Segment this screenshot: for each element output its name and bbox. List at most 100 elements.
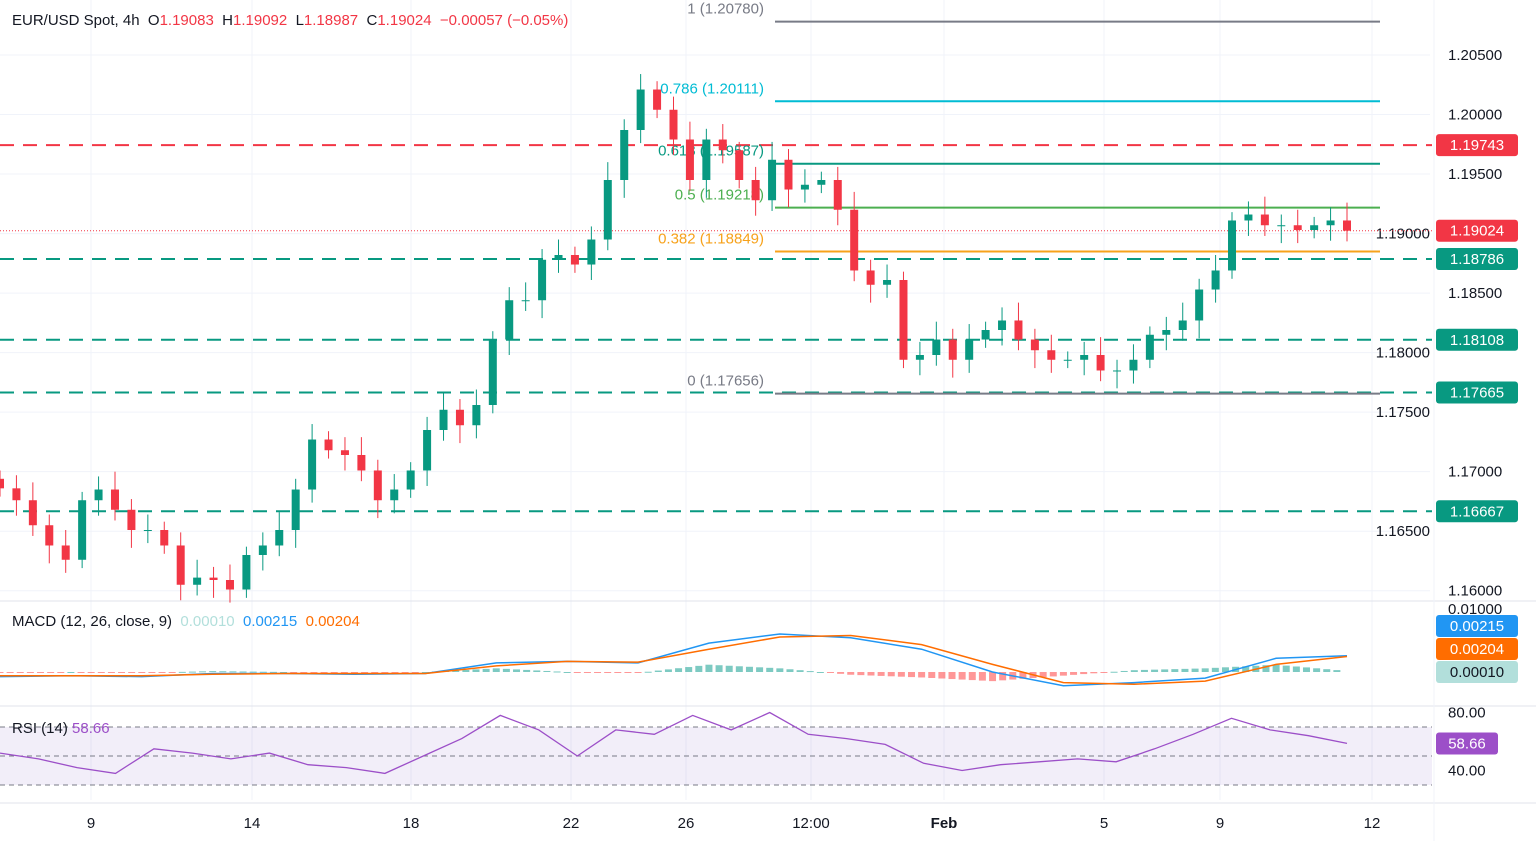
macd-histogram-bar bbox=[786, 669, 794, 672]
price-tag: 1.17665 bbox=[1450, 385, 1504, 402]
macd-histogram-bar bbox=[26, 672, 34, 673]
x-tick-label: Feb bbox=[931, 815, 958, 832]
macd-histogram-bar bbox=[462, 669, 470, 672]
macd-histogram-bar bbox=[239, 671, 247, 673]
macd-histogram-bar bbox=[199, 671, 207, 673]
macd-histogram-bar bbox=[1272, 664, 1280, 672]
y-tick-label: 1.20000 bbox=[1448, 107, 1502, 124]
candle-bearish bbox=[669, 109, 678, 140]
macd-histogram-bar bbox=[330, 672, 338, 673]
macd-histogram-bar bbox=[492, 668, 500, 672]
candle-bearish bbox=[751, 180, 760, 201]
y-tick-label: 1.18500 bbox=[1448, 285, 1502, 302]
macd-signal-tag: 0.00204 bbox=[1450, 641, 1504, 658]
macd-histogram-bar bbox=[219, 671, 227, 673]
macd-histogram-bar bbox=[563, 672, 571, 673]
macd-histogram-bar bbox=[1039, 672, 1047, 678]
candle-bearish bbox=[718, 139, 727, 151]
candle-bearish bbox=[324, 439, 333, 451]
macd-histogram-bar bbox=[269, 671, 277, 673]
macd-histogram-bar bbox=[523, 669, 531, 672]
macd-histogram-bar bbox=[67, 672, 75, 673]
candle-bearish bbox=[160, 530, 169, 546]
change-value: −0.00057 (−0.05%) bbox=[439, 12, 569, 29]
x-tick-label: 5 bbox=[1100, 815, 1108, 832]
candle-bullish bbox=[1162, 330, 1171, 335]
macd-histogram-bar bbox=[1130, 670, 1138, 672]
candle-bullish bbox=[1129, 359, 1138, 371]
candle-bullish bbox=[800, 184, 809, 190]
candle-bearish bbox=[357, 455, 366, 471]
macd-histogram-bar bbox=[1120, 670, 1128, 672]
macd-histogram-bar bbox=[604, 672, 612, 673]
candle-bearish bbox=[833, 180, 842, 210]
macd-histogram-bar bbox=[897, 672, 905, 677]
candle-bearish bbox=[373, 470, 382, 501]
macd-hist-tag: 0.00010 bbox=[1450, 664, 1504, 681]
candle-bullish bbox=[998, 320, 1007, 330]
candle-bearish bbox=[176, 545, 185, 585]
candle-bearish bbox=[12, 488, 21, 501]
fib-level-label: 1 (1.20780) bbox=[687, 1, 764, 18]
macd-histogram-bar bbox=[978, 672, 986, 681]
macd-histogram-bar bbox=[16, 672, 24, 673]
open-value: 1.19083 bbox=[159, 12, 214, 29]
macd-histogram-bar bbox=[1070, 672, 1078, 675]
candle-bearish bbox=[1030, 339, 1039, 351]
candle-bearish bbox=[1014, 320, 1023, 340]
macd-histogram-bar bbox=[948, 672, 956, 680]
macd-histogram-bar bbox=[1242, 666, 1250, 672]
macd-histogram-bar bbox=[57, 672, 65, 673]
macd-histogram-bar bbox=[594, 672, 602, 673]
candle-bearish bbox=[899, 280, 908, 360]
macd-histogram-bar bbox=[1019, 672, 1027, 679]
candle-bullish bbox=[488, 339, 497, 405]
macd-histogram-bar bbox=[705, 664, 713, 672]
candle-bearish bbox=[127, 509, 136, 530]
candle-bullish bbox=[1277, 225, 1286, 227]
rsi-legend: RSI (14) 58.66 bbox=[12, 720, 110, 737]
macd-histogram-bar bbox=[634, 672, 642, 673]
candle-bearish bbox=[1293, 225, 1302, 230]
macd-histogram-bar bbox=[1191, 668, 1199, 672]
macd-histogram-bar bbox=[300, 672, 308, 673]
macd-histogram-bar bbox=[188, 671, 196, 673]
candle-bullish bbox=[1080, 355, 1089, 360]
candle-bearish bbox=[225, 580, 234, 590]
macd-signal-line bbox=[0, 634, 1348, 685]
close-value: 1.19024 bbox=[377, 12, 432, 29]
macd-histogram-bar bbox=[695, 665, 703, 672]
candle-bullish bbox=[521, 300, 530, 302]
macd-histogram-bar bbox=[310, 672, 318, 673]
candle-bullish bbox=[1310, 225, 1319, 230]
macd-histogram-bar bbox=[826, 672, 834, 673]
candle-bearish bbox=[735, 150, 744, 180]
candle-bullish bbox=[587, 239, 596, 265]
x-tick-label: 9 bbox=[87, 815, 95, 832]
price-legend: EUR/USD Spot, 4h O1.19083 H1.19092 L1.18… bbox=[12, 12, 568, 29]
macd-histogram-bar bbox=[745, 666, 753, 672]
candle-bullish bbox=[1178, 320, 1187, 330]
candle-bullish bbox=[308, 439, 317, 490]
macd-histogram-bar bbox=[229, 671, 237, 673]
rsi-y-tick: 80.00 bbox=[1448, 705, 1486, 722]
macd-histogram-bar bbox=[715, 665, 723, 672]
macd-value-tag-bg bbox=[1436, 615, 1518, 637]
macd-histogram-bar bbox=[837, 672, 845, 674]
rsi-y-tick: 40.00 bbox=[1448, 763, 1486, 780]
candle-bullish bbox=[620, 130, 629, 180]
price-tag: 1.19743 bbox=[1450, 137, 1504, 154]
macd-histogram-bar bbox=[1302, 667, 1310, 672]
candle-bullish bbox=[291, 489, 300, 530]
price-tag-bg bbox=[1436, 381, 1518, 404]
y-tick-label: 1.19000 bbox=[1376, 226, 1430, 243]
macd-histogram-bar bbox=[664, 669, 672, 672]
macd-histogram-bar bbox=[867, 672, 875, 676]
candle-bullish bbox=[915, 355, 924, 360]
macd-legend: MACD (12, 26, close, 9) 0.00010 0.00215 … bbox=[12, 613, 360, 630]
macd-histogram-bar bbox=[280, 672, 288, 673]
macd-histogram-bar bbox=[0, 672, 4, 673]
candle-bearish bbox=[1343, 220, 1351, 231]
